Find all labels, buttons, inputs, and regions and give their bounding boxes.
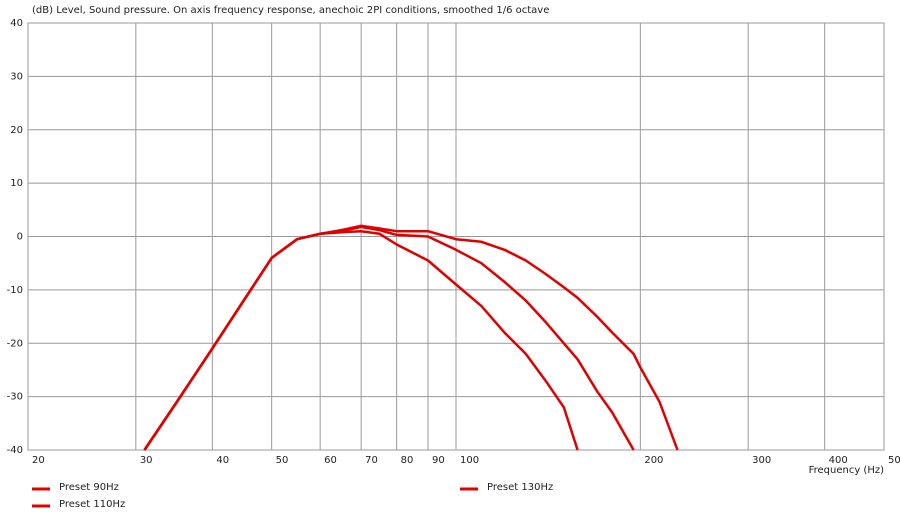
x-tick-label: 70 [365,455,378,466]
x-tick-label: 500 [888,455,900,466]
x-tick-label: 100 [460,455,479,466]
x-tick-label: 60 [324,455,337,466]
x-tick-label: 50 [276,455,289,466]
x-tick-label: 200 [644,455,663,466]
x-tick-label: 20 [32,455,45,466]
x-tick-label: 40 [216,455,229,466]
y-tick-label: -10 [7,285,23,296]
y-tick-label: 10 [10,178,23,189]
y-tick-label: -20 [7,338,23,349]
y-tick-label: -40 [7,445,23,456]
x-tick-label: 400 [829,455,848,466]
x-tick-label: 90 [432,455,445,466]
legend-label: Preset 90Hz [59,482,119,493]
chart-title: (dB) Level, Sound pressure. On axis freq… [32,5,549,16]
legend-label: Preset 130Hz [487,482,553,493]
x-tick-label: 80 [401,455,414,466]
y-tick-label: -30 [7,392,23,403]
legend-label: Preset 110Hz [59,499,125,510]
y-tick-label: 0 [17,232,23,243]
y-tick-label: 20 [10,125,23,136]
x-tick-label: 300 [752,455,771,466]
x-tick-label: 30 [140,455,153,466]
series-line [143,224,679,451]
y-tick-label: 40 [10,18,23,29]
y-tick-label: 30 [10,71,23,82]
x-axis-label: Frequency (Hz) [809,465,885,476]
